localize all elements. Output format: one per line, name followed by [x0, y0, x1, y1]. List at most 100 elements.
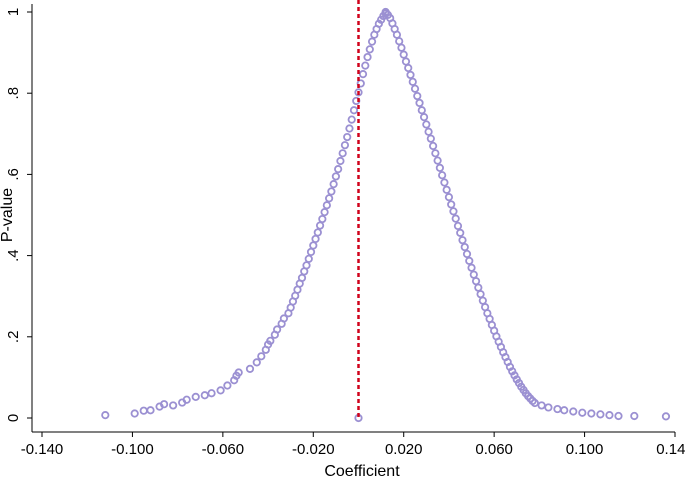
- x-tick-label: -0.100: [111, 441, 154, 458]
- x-tick-label: -0.060: [202, 441, 245, 458]
- data-point: [331, 172, 340, 181]
- data-point: [279, 314, 288, 323]
- data-point: [440, 178, 449, 187]
- data-point: [399, 50, 408, 59]
- data-point: [435, 163, 444, 173]
- data-point: [306, 247, 316, 257]
- data-point: [424, 127, 433, 136]
- chart-marks: [101, 7, 671, 423]
- x-tick-label: 0.140: [656, 441, 685, 458]
- data-point: [408, 77, 417, 86]
- data-point: [207, 389, 216, 398]
- data-point: [451, 214, 460, 223]
- data-point: [404, 63, 413, 73]
- data-point: [444, 193, 454, 202]
- data-point: [345, 124, 354, 133]
- data-point: [325, 194, 334, 203]
- data-point: [596, 410, 605, 419]
- y-tick-label: .6: [5, 168, 22, 181]
- data-point: [315, 221, 325, 230]
- x-tick-label: 0.100: [566, 441, 604, 458]
- data-point: [605, 411, 614, 420]
- data-point: [354, 88, 363, 97]
- data-point: [130, 409, 139, 418]
- data-point: [469, 270, 478, 279]
- data-point: [462, 249, 472, 259]
- data-point: [395, 37, 404, 46]
- data-point: [320, 208, 329, 217]
- data-point: [478, 296, 487, 305]
- data-point: [419, 113, 429, 122]
- data-point: [327, 187, 336, 196]
- axes-group: -0.140 -0.100 -0.060 -0.020 0.020 0.060 0.100 0…: [5, 4, 685, 458]
- data-point: [426, 134, 435, 143]
- data-point: [216, 386, 225, 395]
- data-point: [363, 52, 372, 62]
- data-point: [101, 411, 110, 420]
- data-point: [422, 120, 431, 129]
- data-point: [365, 45, 374, 54]
- data-point: [544, 403, 553, 412]
- data-point: [343, 132, 352, 142]
- data-point: [460, 242, 469, 252]
- data-point: [578, 408, 587, 417]
- data-point: [234, 368, 243, 377]
- data-point: [392, 30, 402, 39]
- data-point: [338, 149, 347, 158]
- data-point: [252, 358, 261, 367]
- y-tick-label: .8: [5, 87, 22, 100]
- data-point: [453, 221, 463, 231]
- data-point: [406, 70, 415, 80]
- data-point: [415, 98, 424, 108]
- data-point: [465, 256, 474, 265]
- data-point: [530, 398, 539, 408]
- data-point: [367, 37, 377, 46]
- data-point: [438, 171, 447, 180]
- data-point: [476, 290, 485, 299]
- data-point: [356, 79, 365, 88]
- data-point: [630, 411, 639, 421]
- y-tick-label: .4: [5, 249, 22, 262]
- data-point: [474, 283, 483, 292]
- x-axis-title: Coefficient: [324, 463, 400, 480]
- data-point: [297, 273, 307, 283]
- data-point: [349, 106, 359, 115]
- data-point: [336, 156, 345, 166]
- data-point: [191, 392, 200, 401]
- data-point: [569, 407, 578, 416]
- x-tick-label: 0.020: [385, 441, 423, 458]
- data-point: [223, 381, 232, 390]
- data-point: [182, 395, 191, 404]
- data-point: [334, 165, 343, 174]
- data-point: [313, 228, 322, 237]
- data-point: [302, 261, 311, 270]
- data-point: [471, 277, 481, 286]
- data-point: [318, 214, 327, 224]
- data-point: [361, 61, 370, 70]
- data-point: [449, 207, 458, 216]
- data-point: [139, 406, 148, 415]
- y-tick-label: 1: [5, 8, 22, 16]
- data-point: [431, 149, 440, 158]
- data-point: [257, 352, 266, 361]
- data-point: [413, 91, 422, 101]
- data-point: [347, 115, 356, 124]
- data-point: [304, 254, 313, 263]
- y-tick-label: 0: [5, 414, 22, 422]
- data-point: [245, 364, 255, 373]
- data-point: [553, 404, 562, 414]
- y-tick-label: .2: [5, 331, 22, 344]
- x-tick-label: -0.020: [292, 441, 335, 458]
- data-point: [397, 43, 406, 52]
- data-point: [340, 141, 350, 150]
- data-point: [661, 412, 671, 421]
- data-point: [358, 70, 368, 79]
- data-point: [417, 106, 426, 115]
- data-point: [200, 391, 209, 400]
- data-point: [273, 325, 282, 334]
- data-point: [322, 201, 331, 210]
- data-point: [537, 401, 546, 410]
- data-point: [159, 400, 169, 409]
- data-point: [560, 406, 569, 415]
